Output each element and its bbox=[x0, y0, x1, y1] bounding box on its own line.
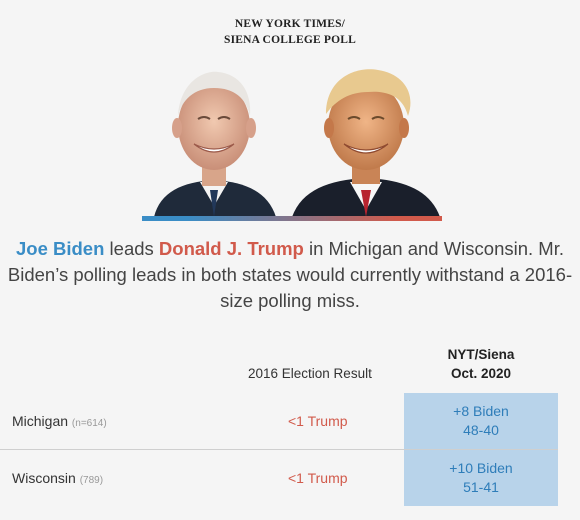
kicker-line-1: NEW YORK TIMES/ bbox=[234, 18, 346, 30]
headline-leads: leads bbox=[104, 238, 159, 259]
sample-size: (789) bbox=[79, 475, 104, 486]
state-label: Wisconsin (789) bbox=[12, 470, 103, 486]
column-header-2016: 2016 Election Result bbox=[248, 366, 372, 381]
table-row-wisconsin: Wisconsin (789) <1 Trump +10 Biden 51-41 bbox=[0, 449, 558, 506]
state-label: Michigan (n=614) bbox=[12, 413, 107, 429]
poll-margin: +8 Biden bbox=[453, 403, 509, 419]
headline: Joe Biden leads Donald J. Trump in Michi… bbox=[0, 236, 580, 314]
poll-score: 48-40 bbox=[463, 422, 499, 438]
candidate-photos bbox=[154, 69, 440, 217]
poll-margin: +10 Biden bbox=[449, 460, 513, 476]
poll-result-cell: +10 Biden 51-41 bbox=[404, 450, 558, 506]
biden-portrait bbox=[154, 71, 276, 217]
headline-trump: Donald J. Trump bbox=[158, 238, 304, 259]
nyt-header-line-2: Oct. 2020 bbox=[450, 366, 512, 381]
state-name: Michigan bbox=[12, 413, 69, 429]
state-name: Wisconsin bbox=[12, 470, 76, 486]
table-row-michigan: Michigan (n=614) <1 Trump +8 Biden 48-40 bbox=[0, 393, 558, 449]
candidate-color-bar bbox=[142, 216, 442, 221]
headline-rest: in Michigan and Wisconsin. Mr. Biden’s p… bbox=[7, 238, 573, 311]
gradient-color-segment bbox=[187, 216, 397, 221]
headline-biden: Joe Biden bbox=[15, 238, 105, 259]
nyt-header-line-1: NYT/Siena bbox=[447, 347, 515, 362]
trump-color-segment bbox=[397, 216, 442, 221]
kicker-line-2: SIENA COLLEGE POLL bbox=[223, 34, 357, 46]
sample-size: (n=614) bbox=[71, 418, 107, 429]
poll-kicker: NEW YORK TIMES/ SIENA COLLEGE POLL bbox=[0, 16, 580, 48]
poll-result-cell: +8 Biden 48-40 bbox=[404, 393, 558, 449]
result-2016-cell: <1 Trump bbox=[288, 413, 348, 429]
biden-color-segment bbox=[142, 216, 187, 221]
column-header-nyt-siena: NYT/Siena Oct. 2020 bbox=[404, 345, 558, 383]
trump-portrait bbox=[292, 69, 440, 217]
poll-score: 51-41 bbox=[463, 479, 499, 495]
result-2016-cell: <1 Trump bbox=[288, 470, 348, 486]
